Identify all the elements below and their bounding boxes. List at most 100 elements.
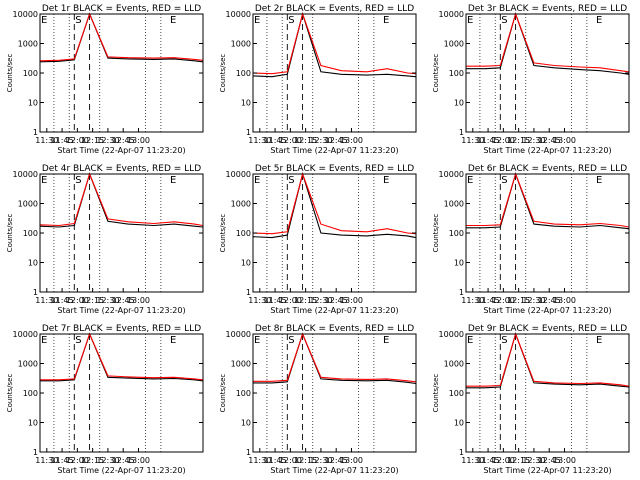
y-tick-label: 1 [459, 448, 464, 457]
x-tick-label: 12:00 [66, 296, 89, 305]
y-tick-label: 100 [449, 229, 464, 238]
marker-e: E [596, 175, 602, 186]
x-tick-label: 13:00 [340, 456, 363, 465]
y-tick-label: 1000 [231, 360, 251, 369]
x-tick-label: 12:45 [112, 456, 135, 465]
x-tick-label: 11:45 [51, 296, 74, 305]
marker-e: E [467, 175, 473, 186]
y-tick-label: 1000 [18, 40, 38, 49]
y-tick-label: 1 [246, 288, 251, 297]
y-tick-label: 1000 [18, 360, 38, 369]
y-tick-label: 10000 [13, 170, 38, 179]
plot-frame [465, 333, 630, 453]
x-tick-label: 11:30 [35, 456, 58, 465]
panel-title: Det 1r BLACK = Events, RED = LLD [42, 4, 201, 14]
plot-frame [39, 333, 204, 453]
x-tick-label: 12:45 [538, 456, 561, 465]
y-tick-label: 100 [23, 389, 38, 398]
y-tick-label: 100 [236, 389, 251, 398]
x-tick-label: 12:00 [492, 136, 515, 145]
x-tick-label: 11:30 [248, 456, 271, 465]
series-events-line [39, 332, 203, 382]
x-tick-label: 12:45 [325, 136, 348, 145]
marker-s: S [501, 15, 507, 26]
x-tick-label: 11:30 [35, 136, 58, 145]
y-tick-label: 10 [28, 259, 38, 268]
y-tick-label: 1000 [444, 40, 464, 49]
x-axis-label: Start Time (22-Apr-07 11:23:20) [270, 146, 398, 155]
series-events-line [252, 11, 416, 78]
y-tick-label: 10000 [226, 330, 251, 339]
y-tick-label: 1 [33, 288, 38, 297]
marker-e: E [170, 15, 176, 26]
series-lld-line [252, 172, 416, 235]
y-tick-label: 100 [23, 69, 38, 78]
y-tick-label: 100 [236, 69, 251, 78]
y-tick-label: 10000 [439, 330, 464, 339]
series-events-line [252, 332, 416, 385]
y-tick-label: 100 [23, 229, 38, 238]
y-tick-label: 10 [28, 419, 38, 428]
series-lld-line [465, 332, 629, 387]
y-axis-label: Counts/sec [432, 214, 440, 253]
x-axis-label: Start Time (22-Apr-07 11:23:20) [57, 466, 185, 475]
y-tick-label: 10 [28, 99, 38, 108]
plot-frame [465, 173, 630, 293]
marker-e: E [254, 335, 260, 346]
x-tick-label: 11:45 [264, 296, 287, 305]
x-tick-label: 13:00 [553, 136, 576, 145]
series-events-line [465, 12, 629, 75]
x-tick-label: 13:00 [127, 136, 150, 145]
x-tick-label: 11:45 [477, 136, 500, 145]
x-tick-label: 12:15 [294, 136, 317, 145]
marker-s: S [288, 15, 294, 26]
series-events-line [39, 172, 203, 228]
x-tick-label: 12:15 [507, 136, 530, 145]
panel-det-3: Det 3r BLACK = Events, RED = LLD 1 10 100 10… [432, 4, 630, 155]
panel-det-2: Det 2r BLACK = Events, RED = LLD 1 10 100 10… [219, 4, 417, 155]
x-axis-label: Start Time (22-Apr-07 11:23:20) [270, 306, 398, 315]
marker-s: S [501, 335, 507, 346]
marker-e: E [596, 15, 602, 26]
series-lld-line [252, 332, 416, 383]
x-tick-label: 13:00 [127, 456, 150, 465]
panel-det-8: Det 8r BLACK = Events, RED = LLD 1 10 100 10… [219, 324, 417, 475]
series-lld-line [465, 172, 629, 228]
y-axis-label: Counts/sec [6, 214, 14, 253]
plot-frame [465, 13, 630, 133]
y-axis-label: Counts/sec [6, 54, 14, 93]
y-tick-label: 10 [454, 99, 464, 108]
x-tick-label: 12:15 [507, 456, 530, 465]
x-tick-label: 12:45 [538, 136, 561, 145]
y-tick-label: 1000 [444, 360, 464, 369]
x-tick-label: 11:45 [477, 296, 500, 305]
x-tick-label: 12:00 [66, 456, 89, 465]
series-lld-line [39, 172, 203, 227]
x-tick-label: 11:45 [477, 456, 500, 465]
y-axis-label: Counts/sec [219, 374, 227, 413]
y-tick-label: 10000 [13, 330, 38, 339]
x-tick-label: 12:45 [325, 296, 348, 305]
x-tick-label: 12:15 [81, 296, 104, 305]
marker-e: E [41, 175, 47, 186]
x-tick-label: 12:15 [81, 136, 104, 145]
x-tick-label: 12:00 [492, 296, 515, 305]
x-tick-label: 13:00 [553, 456, 576, 465]
y-tick-label: 10000 [226, 170, 251, 179]
series-lld-line [252, 12, 416, 75]
marker-e: E [383, 15, 389, 26]
plot-frame [39, 13, 204, 133]
panel-det-7: Det 7r BLACK = Events, RED = LLD 1 10 100 10… [6, 324, 204, 475]
panel-title: Det 9r BLACK = Events, RED = LLD [468, 324, 627, 334]
x-tick-label: 12:30 [522, 136, 545, 145]
panel-title: Det 7r BLACK = Events, RED = LLD [42, 324, 201, 334]
marker-s: S [288, 335, 294, 346]
x-tick-label: 11:45 [264, 136, 287, 145]
x-tick-label: 12:00 [492, 456, 515, 465]
x-tick-label: 12:00 [66, 136, 89, 145]
x-tick-label: 11:45 [51, 456, 74, 465]
y-tick-label: 100 [449, 389, 464, 398]
y-tick-label: 1 [246, 128, 251, 137]
x-tick-label: 12:30 [309, 296, 332, 305]
